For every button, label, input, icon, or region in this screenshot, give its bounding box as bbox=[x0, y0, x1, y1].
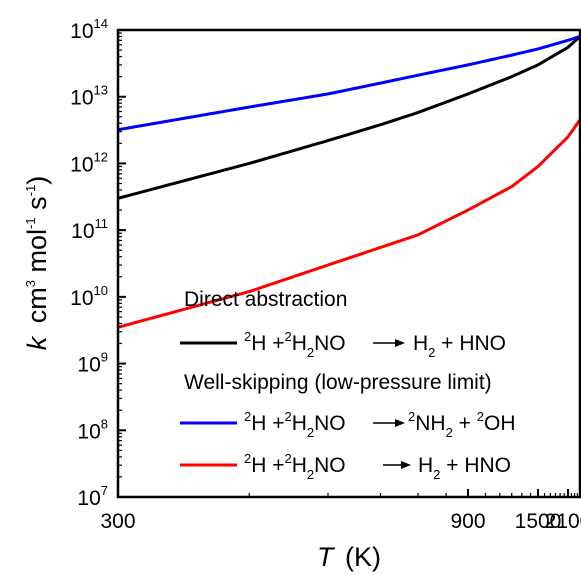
legend-entry-label: 2H +2H2NO bbox=[244, 329, 346, 360]
reaction-arrow bbox=[373, 339, 405, 347]
y-tick-label: 1013 bbox=[70, 83, 108, 110]
x-axis-symbol: T bbox=[317, 542, 336, 572]
y-tick-label: 109 bbox=[77, 350, 108, 377]
y-axis-unit-part: cm bbox=[22, 287, 52, 323]
y-axis-unit-part: s bbox=[22, 196, 52, 217]
x-tick-label: 900 bbox=[450, 510, 485, 533]
y-axis-ticks: 107 108 109 1010 1011 1012 1013 1014 bbox=[70, 16, 126, 510]
legend-heading: Well-skipping (low-pressure limit) bbox=[184, 371, 492, 394]
y-tick-label: 1010 bbox=[70, 283, 108, 310]
x-tick-label: 2100 bbox=[545, 510, 581, 533]
legend-entry-label: 2NH2 + 2OH bbox=[408, 409, 515, 440]
y-axis-title: k cm3 mol-1 s-1) bbox=[22, 176, 52, 350]
series-curves bbox=[117, 35, 581, 329]
x-axis-unit: (K) bbox=[345, 542, 381, 572]
reaction-arrow bbox=[373, 419, 405, 427]
y-tick-label: 108 bbox=[77, 416, 108, 443]
y-axis-unit-part: -1 bbox=[23, 217, 38, 229]
series-line bbox=[117, 35, 581, 132]
legend-entry-label: H2 + HNO bbox=[418, 454, 511, 482]
x-axis-title: T (K) bbox=[317, 542, 381, 572]
x-tick-label: 1500 bbox=[515, 510, 562, 533]
plot-frame bbox=[116, 28, 581, 499]
y-axis-symbol: k bbox=[22, 335, 52, 350]
y-tick-label: 107 bbox=[77, 483, 108, 510]
y-axis-unit-part: 3 bbox=[23, 280, 38, 287]
series-line bbox=[117, 118, 581, 329]
legend-heading: Direct abstraction bbox=[184, 288, 347, 311]
legend-entry-label: 2H +2H2NO bbox=[244, 451, 346, 482]
y-tick-label: 1014 bbox=[70, 16, 108, 43]
legend: Direct abstraction 2H +2H2NO H2 + HNO We… bbox=[180, 288, 515, 482]
y-axis-unit-part: -1 bbox=[23, 185, 38, 197]
y-axis-unit-part: mol bbox=[22, 229, 52, 280]
reaction-arrow bbox=[383, 461, 411, 469]
legend-entry-label: H2 + HNO bbox=[413, 332, 506, 360]
y-tick-label: 1012 bbox=[70, 149, 108, 176]
series-line bbox=[117, 35, 581, 200]
x-tick-label: 300 bbox=[100, 510, 135, 533]
legend-entry-label: 2H +2H2NO bbox=[244, 409, 346, 440]
y-tick-label: 1011 bbox=[71, 216, 108, 243]
x-axis-ticks: 300 900 15002100 bbox=[100, 489, 581, 533]
